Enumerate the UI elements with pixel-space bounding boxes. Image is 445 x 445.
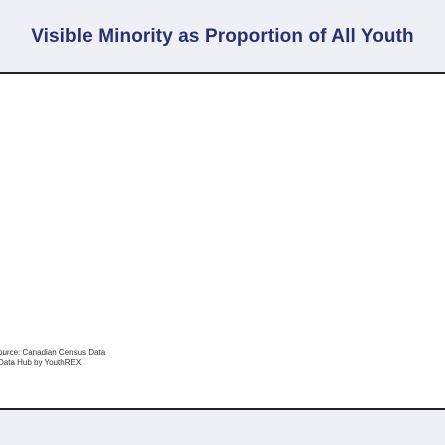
source-text: ource: Canadian Census Data [0, 348, 106, 357]
chart-title: Visible Minority as Proportion of All Yo… [31, 26, 414, 47]
chart-panel [0, 72, 445, 410]
source-credit: Data Hub by YouthREX [0, 358, 82, 367]
